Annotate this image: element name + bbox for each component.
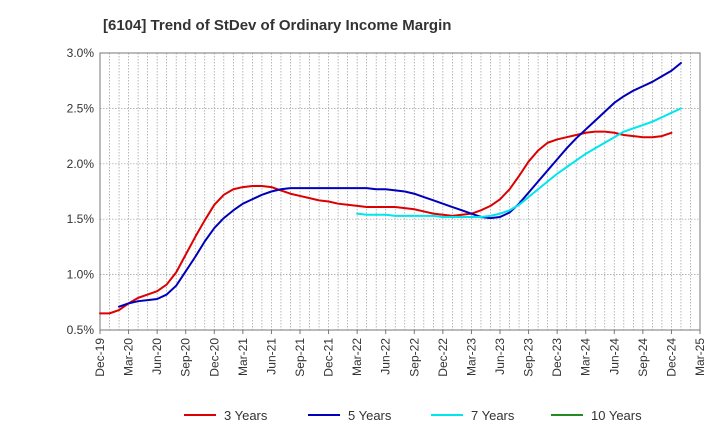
x-tick-label: Mar-21 [236, 338, 250, 376]
x-tick-label: Mar-24 [579, 338, 593, 376]
x-tick-label: Sep-23 [522, 338, 536, 377]
x-tick-label: Sep-21 [293, 338, 307, 377]
legend-label-10-years: 10 Years [591, 408, 642, 423]
y-tick-label: 1.5% [67, 212, 95, 226]
legend-label-3-years: 3 Years [224, 408, 268, 423]
x-tick-label: Sep-22 [407, 338, 421, 377]
x-tick-label: Dec-23 [550, 338, 564, 377]
x-tick-label: Mar-20 [122, 338, 136, 376]
x-tick-label: Jun-22 [379, 338, 393, 375]
x-tick-label: Mar-23 [464, 338, 478, 376]
legend-label-7-years: 7 Years [471, 408, 515, 423]
legend: 3 Years 5 Years 7 Years 10 Years [184, 408, 642, 423]
x-tick-label: Mar-25 [693, 338, 707, 376]
x-tick-label: Dec-22 [436, 338, 450, 377]
legend-label-5-years: 5 Years [348, 408, 392, 423]
y-tick-label: 1.0% [67, 268, 95, 282]
x-tick-label: Dec-21 [322, 338, 336, 377]
series-line-3-years [99, 130, 673, 315]
y-tick-label: 0.5% [67, 323, 95, 337]
x-tick-label: Dec-19 [93, 338, 107, 377]
x-tick-label: Jun-23 [493, 338, 507, 375]
x-tick-label: Sep-20 [179, 338, 193, 377]
x-tick-label: Dec-20 [207, 338, 221, 377]
series-line-7-years [356, 107, 682, 218]
x-tick-label: Dec-24 [664, 338, 678, 377]
x-tick-label: Sep-24 [636, 338, 650, 377]
x-tick-label: Jun-24 [607, 338, 621, 375]
plot-frame [99, 52, 701, 331]
series-line-5-years [118, 61, 682, 308]
x-tick-label: Jun-20 [150, 338, 164, 375]
x-tick-label: Mar-22 [350, 338, 364, 376]
y-tick-label: 3.0% [67, 46, 95, 60]
x-tick-label: Jun-21 [264, 338, 278, 375]
axes: 0.5% 1.0% 1.5% 2.0% 2.5% 3.0% Dec-19 Mar-20 Jun-… [67, 46, 707, 377]
y-tick-label: 2.0% [67, 157, 95, 171]
y-tick-label: 2.5% [67, 101, 95, 115]
chart-title: [6104] Trend of StDev of Ordinary Income… [103, 17, 451, 34]
series-lines [99, 61, 682, 315]
